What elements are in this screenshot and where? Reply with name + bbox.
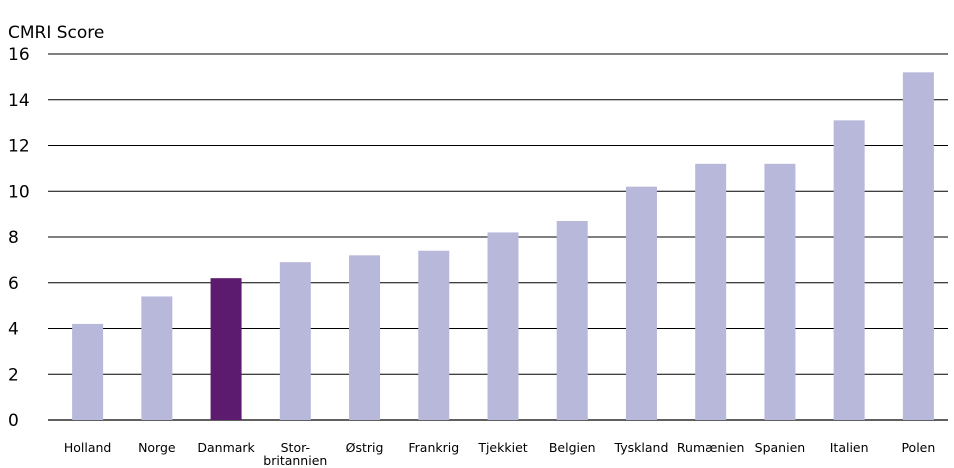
bar-italien bbox=[833, 120, 865, 421]
x-tick-label: Østrig bbox=[346, 440, 384, 455]
x-tick-label: Spanien bbox=[755, 440, 806, 455]
bar-tyskland bbox=[625, 186, 657, 420]
y-tick-label: 8 bbox=[8, 228, 19, 248]
x-tick-label: Danmark bbox=[197, 440, 255, 455]
bar-holland bbox=[72, 323, 104, 420]
y-axis-label: CMRI Score bbox=[8, 23, 104, 43]
x-tick-label: Holland bbox=[64, 440, 112, 455]
x-tick-label: Stor- bbox=[281, 440, 310, 455]
y-tick-label: 6 bbox=[8, 274, 19, 294]
x-tick-label: Polen bbox=[901, 440, 935, 455]
bar-stor-britannien bbox=[279, 262, 311, 420]
x-tick-label: Rumænien bbox=[677, 440, 745, 455]
bar-norge bbox=[141, 296, 173, 420]
bar-rumænien bbox=[695, 163, 727, 421]
x-tick-label: Belgien bbox=[549, 440, 596, 455]
bar-polen bbox=[902, 72, 934, 421]
y-tick-label: 14 bbox=[8, 91, 30, 111]
y-tick-label: 12 bbox=[8, 137, 30, 157]
bar-spanien bbox=[764, 163, 796, 421]
x-tick-label: britannien bbox=[263, 453, 327, 468]
bar-frankrig bbox=[418, 250, 450, 420]
x-tick-label: Frankrig bbox=[408, 440, 459, 455]
bar-tjekkiet bbox=[487, 232, 519, 420]
x-tick-label: Norge bbox=[138, 440, 176, 455]
y-tick-labels: 0 2 4 6 8 10 12 14 16 bbox=[8, 45, 30, 431]
y-tick-label: 10 bbox=[8, 182, 30, 202]
bar-østrig bbox=[349, 255, 381, 420]
x-tick-label: Italien bbox=[830, 440, 869, 455]
y-tick-label: 2 bbox=[8, 365, 19, 385]
bar-danmark bbox=[210, 278, 242, 420]
bar-belgien bbox=[556, 220, 588, 420]
y-tick-label: 16 bbox=[8, 45, 30, 65]
x-tick-label: Tyskland bbox=[614, 440, 669, 455]
x-tick-labels: Holland Norge Danmark Stor-britannien Østrig… bbox=[64, 440, 935, 468]
bars bbox=[72, 72, 934, 421]
y-tick-label: 0 bbox=[8, 411, 19, 431]
x-tick-label: Tjekkiet bbox=[477, 440, 527, 455]
y-tick-label: 4 bbox=[8, 320, 19, 340]
